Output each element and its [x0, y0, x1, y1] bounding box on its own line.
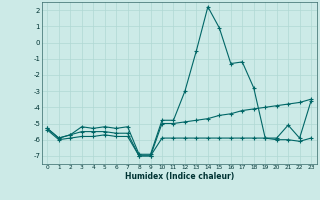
X-axis label: Humidex (Indice chaleur): Humidex (Indice chaleur) — [124, 172, 234, 181]
